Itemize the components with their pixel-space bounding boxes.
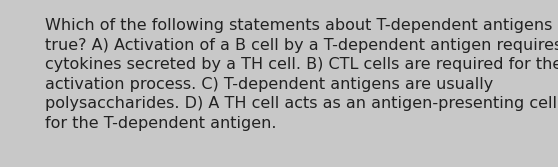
Text: Which of the following statements about T-dependent antigens is
true? A) Activat: Which of the following statements about … — [45, 18, 558, 131]
